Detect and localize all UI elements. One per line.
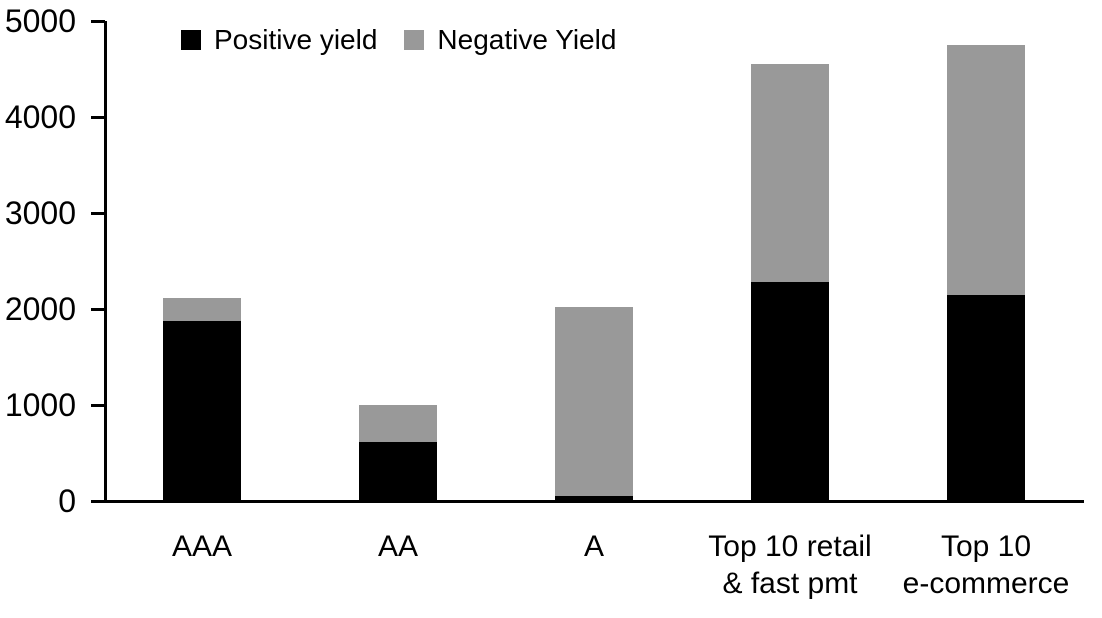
bar-aa-negative-yield [359,405,437,443]
x-axis-label-aa: AA [377,530,419,563]
legend: Positive yield Negative Yield [181,26,616,54]
y-axis-line [104,21,107,503]
y-axis-tick-5000 [91,19,105,23]
x-axis-label-aaa: AAA [171,530,233,563]
bar-top-10-retail-fast-pmt-positive-yield [751,282,829,501]
legend-item-negative-yield: Negative Yield [404,26,616,54]
y-axis-tick-label-0: 0 [58,483,76,519]
y-axis-tick-0 [91,499,105,503]
legend-item-positive-yield: Positive yield [181,26,377,54]
y-axis-tick-3000 [91,211,105,215]
y-axis-tick-4000 [91,115,105,119]
legend-swatch-negative-yield [404,30,425,50]
bar-a-negative-yield [555,307,633,497]
bar-aa-positive-yield [359,442,437,501]
bar-aaa-positive-yield [163,320,241,501]
y-axis-tick-label-4000: 4000 [4,99,76,135]
y-axis-tick-label-2000: 2000 [4,291,76,327]
legend-label-negative-yield: Negative Yield [437,24,617,55]
y-axis-tick-2000 [91,307,105,311]
bar-top-10-e-commerce-positive-yield [947,294,1025,501]
y-axis-tick-label-1000: 1000 [4,387,76,423]
x-axis-label-top-10-retail-fast-pmt: Top 10 retail & fast pmt [708,530,872,600]
y-axis-tick-1000 [91,403,105,407]
plot-area [104,21,1084,501]
x-axis-label-a: A [583,530,604,563]
legend-label-positive-yield: Positive yield [214,24,378,55]
bar-top-10-e-commerce-negative-yield [947,45,1025,295]
bar-a-positive-yield [555,496,633,501]
bar-aaa-negative-yield [163,298,241,321]
y-axis-tick-label-5000: 5000 [4,3,76,39]
y-axis-tick-label-3000: 3000 [4,195,76,231]
x-axis-line [104,500,1084,503]
legend-swatch-positive-yield [181,30,201,50]
bar-top-10-retail-fast-pmt-negative-yield [751,64,829,283]
x-axis-label-top-10-e-commerce: Top 10 e-commerce [902,530,1070,600]
